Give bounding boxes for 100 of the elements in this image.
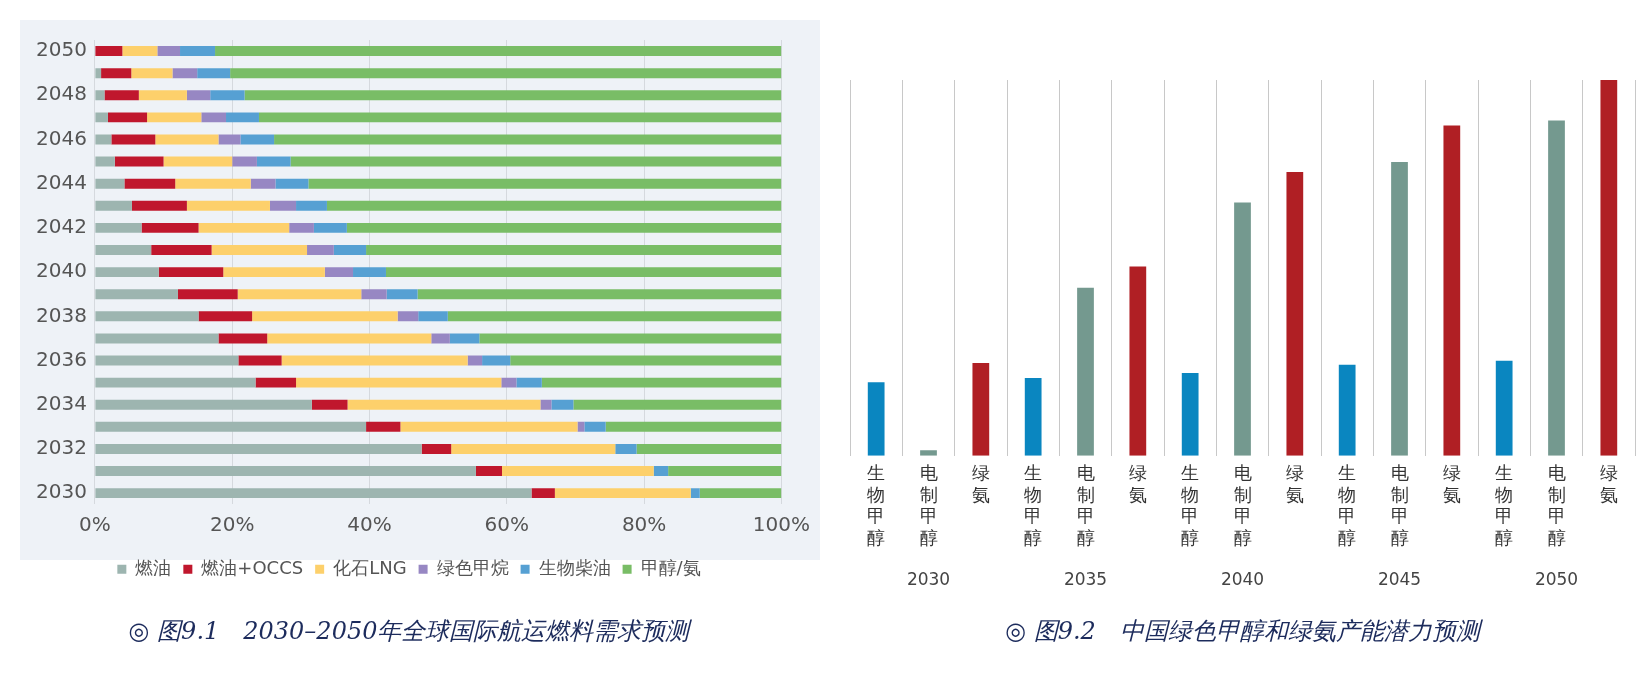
bar	[95, 289, 178, 300]
bar	[281, 355, 468, 366]
bar	[447, 311, 782, 322]
bar	[267, 333, 432, 344]
bar	[275, 178, 309, 189]
bar	[1391, 161, 1408, 456]
bar	[516, 377, 542, 388]
bar	[250, 178, 276, 189]
bar	[215, 46, 782, 57]
bar	[95, 90, 105, 101]
x-tick-label: 60%	[484, 512, 530, 537]
y-tick-label: 2032	[35, 435, 87, 460]
bar	[138, 90, 187, 101]
bar	[175, 178, 251, 189]
bar	[155, 134, 219, 145]
x-tick-label: 生物甲醇	[1024, 462, 1043, 549]
text: 2035	[1063, 569, 1108, 590]
bar	[223, 267, 325, 278]
bar	[1181, 373, 1199, 456]
bar	[95, 311, 199, 322]
legend-label: 生物柴油	[538, 556, 611, 578]
bar	[210, 90, 245, 101]
bar	[107, 112, 148, 123]
x-tick-label: 电制甲醇	[919, 462, 938, 549]
bar	[201, 112, 227, 123]
bar	[347, 399, 541, 410]
bar	[366, 245, 782, 255]
bar	[163, 156, 233, 167]
bar	[255, 377, 297, 388]
y-tick-label: 2044	[35, 169, 87, 194]
x-tick-label: 20%	[209, 512, 255, 537]
bar	[326, 200, 782, 211]
bar	[95, 222, 142, 233]
bar	[232, 156, 257, 167]
bar	[238, 355, 282, 366]
bar	[95, 421, 367, 432]
bar	[531, 488, 555, 499]
bar	[972, 362, 990, 456]
bar	[421, 443, 452, 454]
y-tick-label: 2040	[35, 258, 87, 283]
bar	[324, 267, 354, 278]
x-tick-label: 电制甲醇	[1233, 462, 1252, 549]
bar	[551, 399, 574, 410]
bar	[256, 156, 291, 167]
bar	[95, 46, 123, 57]
bar	[366, 421, 401, 432]
bar	[449, 333, 480, 344]
bar	[482, 355, 511, 366]
bar	[311, 399, 348, 410]
bar	[475, 466, 502, 477]
bar	[198, 311, 253, 322]
bar	[1077, 287, 1094, 456]
x-tick-label: 绿氨	[1128, 462, 1147, 505]
x-tick-label: 电制甲醇	[1076, 462, 1095, 549]
y-tick-label: 2046	[35, 125, 87, 150]
bar	[244, 90, 782, 101]
bar	[104, 90, 139, 101]
bar	[258, 112, 782, 123]
bar	[386, 289, 418, 300]
x-tick-label: 40%	[347, 512, 392, 537]
bar	[95, 200, 132, 211]
bar	[451, 443, 616, 454]
bar	[230, 68, 782, 79]
text: 2045	[1377, 569, 1422, 590]
x-tick-label: 生物甲醇	[1181, 462, 1200, 549]
bar	[1443, 125, 1461, 456]
bar	[95, 178, 125, 189]
bar	[333, 245, 367, 255]
bar	[111, 134, 156, 145]
bar	[1600, 80, 1618, 456]
y-tick-label: 2048	[35, 81, 87, 106]
bar	[252, 311, 398, 322]
bar	[151, 245, 212, 255]
bar	[186, 90, 211, 101]
bar	[1234, 202, 1251, 456]
y-tick-label: 2030	[35, 479, 87, 504]
bar	[131, 200, 187, 211]
bar	[158, 267, 224, 278]
x-tick-label: 电制甲醇	[1547, 462, 1566, 549]
y-tick-label: 2050	[35, 37, 87, 62]
bar	[361, 289, 387, 300]
bar	[308, 178, 782, 189]
x-tick-label: 80%	[621, 512, 667, 537]
bar	[296, 200, 327, 211]
bar	[218, 333, 268, 344]
bar	[240, 134, 275, 145]
bar	[95, 156, 115, 167]
bar	[431, 333, 450, 344]
bar	[289, 222, 314, 233]
bar	[540, 399, 552, 410]
bar	[653, 466, 669, 477]
bar	[867, 382, 885, 456]
bar	[186, 200, 270, 211]
x-tick-label: 绿氨	[1442, 462, 1461, 505]
bar	[218, 134, 241, 145]
bar	[605, 421, 782, 432]
text: 2040	[1220, 569, 1265, 590]
bar	[573, 399, 782, 410]
bar	[479, 333, 782, 344]
x-tick-label: 0%	[79, 512, 111, 537]
